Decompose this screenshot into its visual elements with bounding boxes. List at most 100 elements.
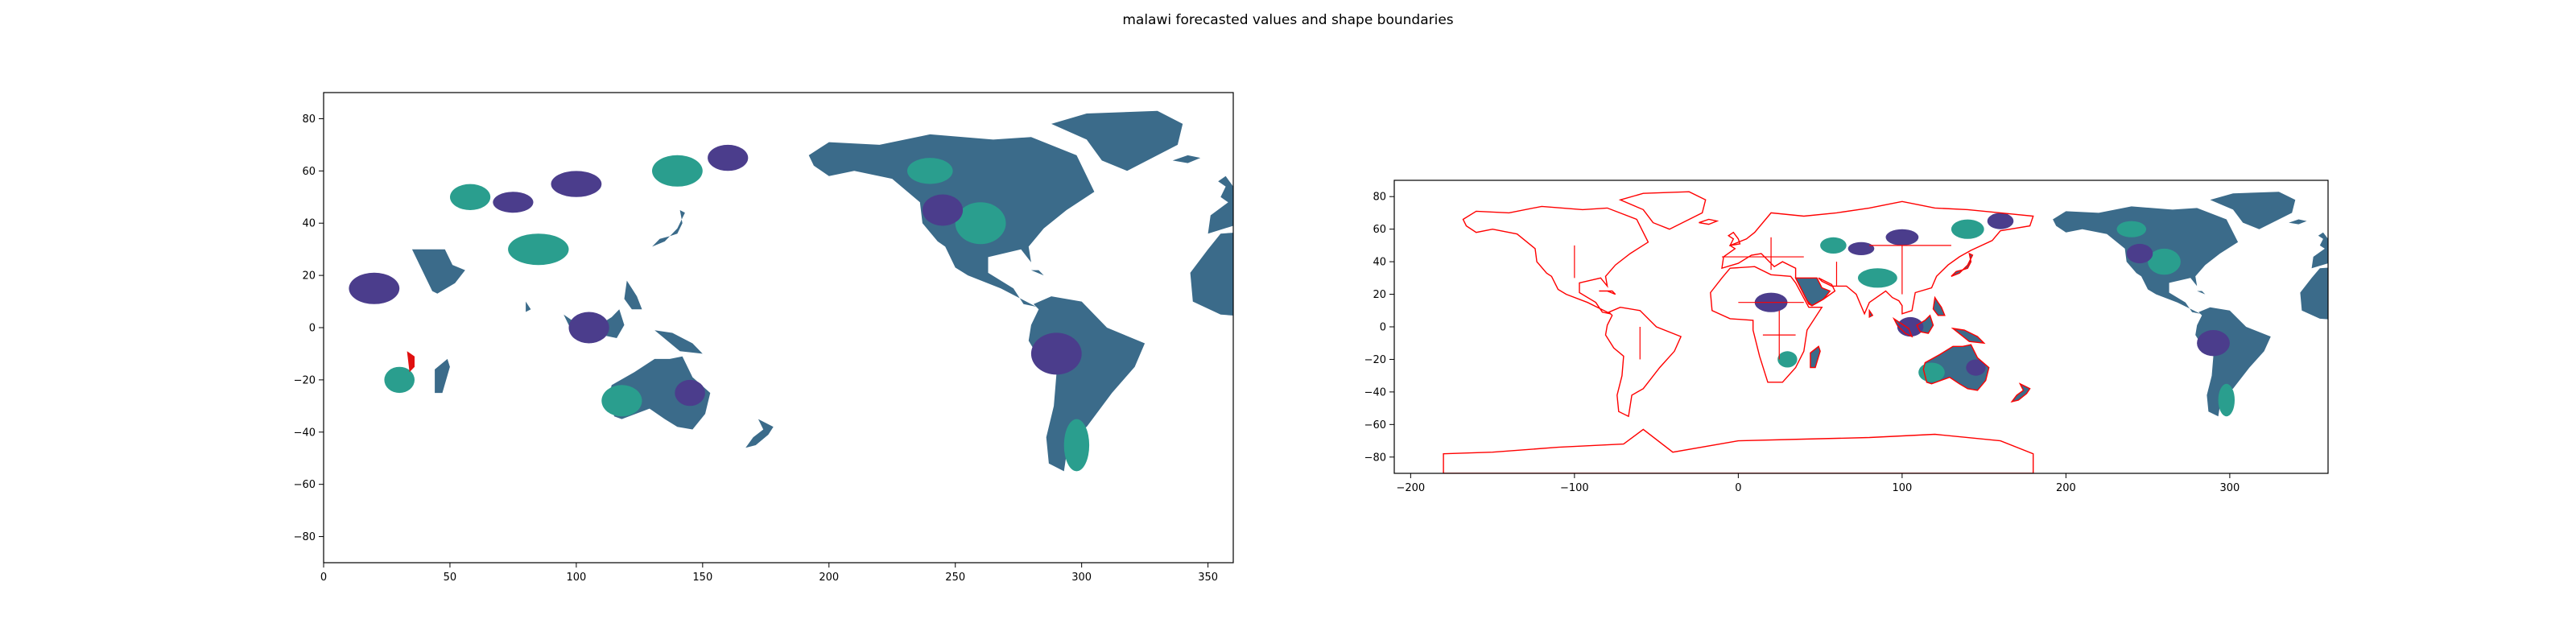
right-map-shape-boundaries bbox=[1443, 191, 2034, 473]
forecast-value-patch bbox=[708, 144, 749, 171]
forecast-land-arabia bbox=[1795, 278, 1831, 306]
right-map-frame bbox=[1393, 180, 2329, 474]
boundary-arabia bbox=[1794, 277, 1831, 307]
left-map-plot: 0 50 100 150 200 250 300 350806040200−20−40−60−… bbox=[294, 92, 1234, 584]
x-tick-label: 300 bbox=[1071, 572, 1092, 584]
forecast-value-patch bbox=[1885, 229, 1919, 246]
forecast-land-britain bbox=[1218, 175, 1233, 197]
y-tick-label: −60 bbox=[294, 479, 316, 491]
x-tick-label: 100 bbox=[566, 572, 586, 584]
y-tick-label: 20 bbox=[302, 270, 316, 283]
forecast-land-newGuinea bbox=[654, 330, 703, 354]
boundary-antarctica bbox=[1443, 428, 2034, 473]
x-tick-label: 250 bbox=[945, 572, 965, 584]
y-tick-label: 0 bbox=[1380, 322, 1386, 334]
forecast-value-patch bbox=[493, 192, 534, 213]
forecast-value-patch bbox=[508, 233, 569, 266]
forecast-land-eurasia bbox=[1208, 192, 1233, 234]
y-tick-label: 60 bbox=[302, 166, 316, 178]
forecast-land-philippines bbox=[624, 280, 642, 310]
forecast-value-patch bbox=[1951, 219, 1984, 239]
forecast-value-patch bbox=[2126, 243, 2153, 264]
malawi-highlight bbox=[407, 351, 415, 373]
x-tick-label: 150 bbox=[692, 572, 712, 584]
y-tick-label: 20 bbox=[1373, 289, 1386, 301]
forecast-value-patch bbox=[922, 194, 964, 226]
forecast-land-iceland bbox=[1172, 155, 1201, 163]
x-tick-label: 100 bbox=[1892, 482, 1912, 494]
y-tick-label: −40 bbox=[294, 427, 316, 439]
y-tick-label: 80 bbox=[1373, 192, 1386, 204]
forecast-value-patch bbox=[568, 312, 609, 344]
left-map-frame bbox=[323, 92, 1234, 564]
forecast-value-patch bbox=[652, 155, 703, 187]
forecast-land-madagascar bbox=[1810, 346, 1821, 368]
figure-title: malawi forecasted values and shape bound… bbox=[1122, 12, 1453, 28]
boundary-madagascar bbox=[1810, 345, 1821, 369]
forecast-land-arabia bbox=[411, 249, 465, 294]
boundary-sumatra bbox=[1892, 316, 1913, 338]
forecast-land-newGuinea bbox=[1953, 328, 1984, 344]
boundary-southAmerica bbox=[1604, 306, 1682, 418]
forecast-value-patch bbox=[955, 202, 1006, 245]
y-tick-label: 80 bbox=[302, 114, 316, 126]
forecast-land-greenland bbox=[1051, 110, 1183, 171]
x-tick-label: 200 bbox=[2056, 482, 2076, 494]
x-tick-label: −100 bbox=[1560, 482, 1589, 494]
x-tick-label: 50 bbox=[444, 572, 457, 584]
boundary-japan bbox=[1951, 252, 1974, 277]
boundary-northAmerica bbox=[1462, 205, 1649, 315]
y-tick-label: −60 bbox=[1364, 419, 1386, 431]
boundary-philippines bbox=[1932, 295, 1946, 316]
y-tick-label: 60 bbox=[1373, 224, 1386, 236]
forecast-land-newZealand bbox=[745, 419, 774, 448]
forecast-land-britain bbox=[2318, 232, 2328, 246]
forecast-land-iceland bbox=[2289, 219, 2307, 225]
y-tick-label: −80 bbox=[294, 531, 316, 543]
forecast-value-patch bbox=[1966, 359, 1986, 376]
forecast-value-patch bbox=[1858, 268, 1897, 288]
boundary-newZealand bbox=[2010, 382, 2031, 403]
boundary-newGuinea bbox=[1951, 327, 1986, 345]
boundary-africa bbox=[1710, 266, 1823, 383]
forecast-value-patch bbox=[1030, 332, 1082, 375]
x-tick-label: 0 bbox=[1735, 482, 1741, 494]
boundary-australia bbox=[1922, 344, 1990, 391]
y-tick-label: −20 bbox=[1364, 354, 1386, 366]
x-tick-label: 350 bbox=[1198, 572, 1218, 584]
forecast-value-patch bbox=[2197, 330, 2230, 357]
forecast-value-patch bbox=[2148, 248, 2181, 275]
forecast-value-patch bbox=[384, 366, 415, 394]
forecast-value-patch bbox=[2116, 221, 2147, 237]
y-tick-label: 0 bbox=[309, 323, 316, 335]
forecast-value-patch bbox=[1820, 237, 1847, 254]
y-tick-label: −40 bbox=[1364, 386, 1386, 398]
forecast-value-patch bbox=[1918, 362, 1945, 382]
forecast-value-patch bbox=[601, 385, 642, 417]
right-map-forecast-land bbox=[1754, 192, 2328, 417]
forecast-value-patch bbox=[907, 158, 953, 184]
forecast-land-greenland bbox=[2210, 192, 2296, 229]
forecast-land-japan bbox=[652, 210, 685, 247]
boundary-greenland bbox=[1618, 191, 1707, 230]
left-map-forecast-land bbox=[349, 110, 1233, 472]
forecast-land-africa bbox=[2300, 267, 2328, 320]
forecast-land-cuba bbox=[1018, 270, 1044, 276]
forecast-value-patch bbox=[2218, 383, 2235, 417]
x-tick-label: 300 bbox=[2219, 482, 2240, 494]
x-tick-label: 0 bbox=[320, 572, 327, 584]
forecast-value-patch bbox=[349, 272, 400, 304]
forecast-value-patch bbox=[551, 171, 602, 197]
forecast-land-cuba bbox=[2189, 291, 2206, 295]
forecast-value-patch bbox=[675, 379, 705, 407]
y-tick-label: −20 bbox=[294, 374, 316, 386]
forecast-value-patch bbox=[450, 184, 491, 210]
forecast-value-patch bbox=[1777, 351, 1798, 368]
boundary-britain bbox=[1727, 231, 1741, 246]
boundary-srilanka bbox=[1868, 308, 1874, 319]
boundary-cuba bbox=[1599, 290, 1616, 295]
x-tick-label: −200 bbox=[1396, 482, 1425, 494]
